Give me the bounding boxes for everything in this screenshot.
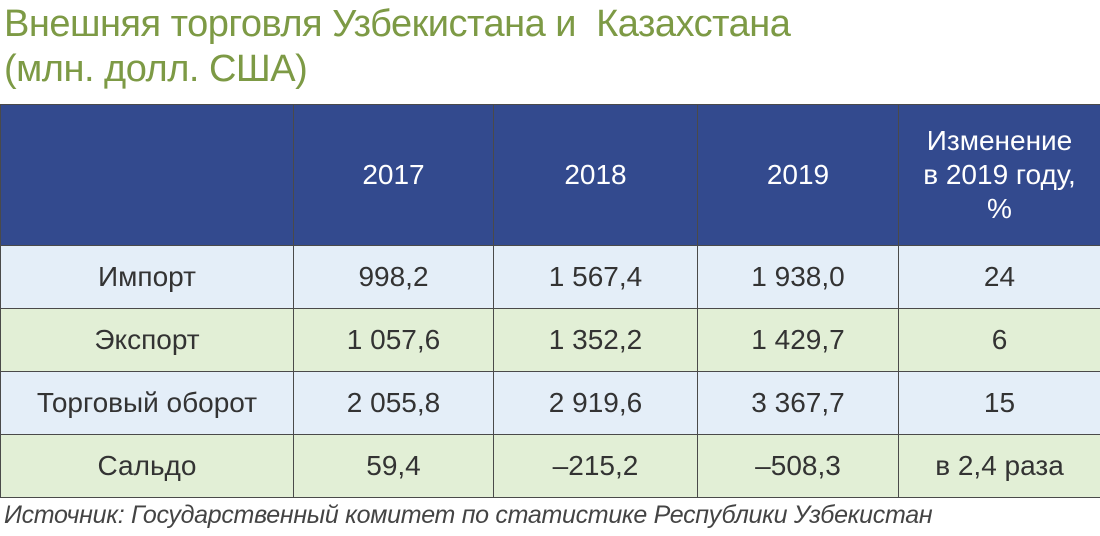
subtitle: (млн. долл. США)	[4, 48, 308, 90]
title: Внешняя торговля Узбекистана и Казахстан…	[4, 3, 791, 45]
table-cell: –215,2	[493, 434, 698, 498]
table-cell: 3 367,7	[697, 371, 899, 435]
table-cell: 1 352,2	[493, 308, 698, 372]
table-row: Импорт 998,2 1 567,4 1 938,0 24	[0, 245, 1100, 309]
table-cell: –508,3	[697, 434, 899, 498]
header-cell: 2018	[493, 104, 698, 246]
table-cell: 6	[898, 308, 1100, 372]
table-row: Торговый оборот 2 055,8 2 919,6 3 367,7 15	[0, 371, 1100, 435]
header-row: 2017 2018 2019 Изменение в 2019 году, %	[0, 104, 1100, 246]
table-cell: 2 055,8	[293, 371, 494, 435]
table-cell: 24	[898, 245, 1100, 309]
row-label: Импорт	[0, 245, 294, 309]
table-cell: 15	[898, 371, 1100, 435]
table-cell: 59,4	[293, 434, 494, 498]
source: Источник: Государственный комитет по ста…	[4, 501, 933, 529]
table-cell: 1 567,4	[493, 245, 698, 309]
table-body: Импорт 998,2 1 567,4 1 938,0 24 Экспорт 1 057,…	[0, 245, 1100, 498]
table-cell: 2 919,6	[493, 371, 698, 435]
trade-table: 2017 2018 2019 Изменение в 2019 году, % Имп…	[0, 104, 1100, 498]
table-cell: 1 429,7	[697, 308, 899, 372]
table-cell: 998,2	[293, 245, 494, 309]
row-label: Торговый оборот	[0, 371, 294, 435]
table-cell: в 2,4 раза	[898, 434, 1100, 498]
table-row: Экспорт 1 057,6 1 352,2 1 429,7 6	[0, 308, 1100, 372]
header-cell: 2019	[697, 104, 899, 246]
row-label: Экспорт	[0, 308, 294, 372]
table-row: Сальдо 59,4 –215,2 –508,3 в 2,4 раза	[0, 434, 1100, 498]
header-cell: 2017	[293, 104, 494, 246]
row-label: Сальдо	[0, 434, 294, 498]
table-cell: 1 938,0	[697, 245, 899, 309]
table-cell: 1 057,6	[293, 308, 494, 372]
header-cell: Изменение в 2019 году, %	[898, 104, 1100, 246]
header-cell	[0, 104, 294, 246]
